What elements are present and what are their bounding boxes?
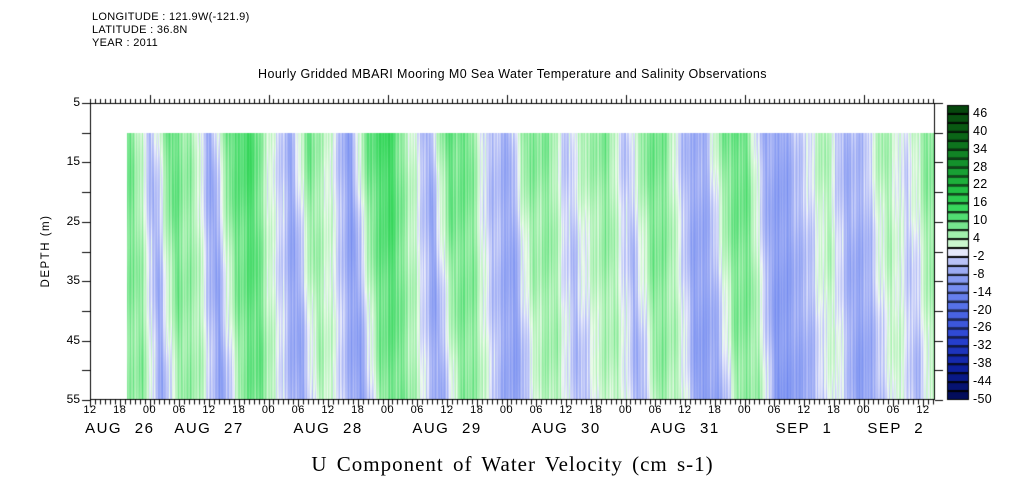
x-hour-label: 06 xyxy=(886,404,900,416)
info-block: LONGITUDE : 121.9W(-121.9) LATITUDE : 36… xyxy=(92,11,250,50)
y-tick-label: 5 xyxy=(73,95,80,109)
x-hour-label: 12 xyxy=(83,404,97,416)
colorbar-label: -38 xyxy=(973,356,992,371)
y-tick-label: 15 xyxy=(66,154,80,169)
x-hour-label: 12 xyxy=(916,404,930,416)
x-hour-label: 12 xyxy=(202,404,216,416)
y-tick-label: 55 xyxy=(66,392,80,406)
info-latitude: LATITUDE : 36.8N xyxy=(92,24,188,36)
x-hour-label: 00 xyxy=(856,404,871,416)
x-hour-label: 00 xyxy=(261,404,276,416)
x-date-label: SEP 1 xyxy=(775,420,833,437)
colorbar-label: 4 xyxy=(973,231,981,246)
x-hour-label: 06 xyxy=(767,404,781,416)
colorbar-label: -26 xyxy=(973,320,992,335)
colorbar-label: -2 xyxy=(973,248,985,263)
colorbar-label: -44 xyxy=(973,374,992,389)
x-date-label: AUG 27 xyxy=(174,420,244,437)
colorbar-label: 46 xyxy=(973,105,988,120)
x-hour-label: 06 xyxy=(648,404,662,416)
x-hour-label: 06 xyxy=(172,404,186,416)
x-date-label: SEP 2 xyxy=(867,420,925,437)
colorbar-label: 40 xyxy=(973,123,988,138)
colorbar-label: -50 xyxy=(973,392,992,406)
colorbar-label: 10 xyxy=(973,213,988,228)
x-date-label: AUG 29 xyxy=(412,420,482,437)
y-tick-label: 25 xyxy=(66,213,80,228)
x-hour-label: 18 xyxy=(351,404,365,416)
x-hour-label: 12 xyxy=(797,404,811,416)
plot-title: Hourly Gridded MBARI Mooring M0 Sea Wate… xyxy=(258,67,767,81)
x-hour-label: 00 xyxy=(142,404,157,416)
colorbar-label: 16 xyxy=(973,195,988,210)
x-hour-label: 00 xyxy=(737,404,752,416)
x-date-label: AUG 28 xyxy=(293,420,363,437)
x-hour-label: 12 xyxy=(678,404,692,416)
colorbar-label: 22 xyxy=(973,177,988,192)
x-hour-label: 12 xyxy=(321,404,335,416)
x-hour-label: 18 xyxy=(708,404,722,416)
x-hour-label: 06 xyxy=(529,404,543,416)
x-hour-label: 12 xyxy=(440,404,454,416)
x-hour-label: 12 xyxy=(559,404,573,416)
x-hour-label: 06 xyxy=(410,404,424,416)
x-hour-label: 18 xyxy=(827,404,841,416)
y-tick-label: 35 xyxy=(66,273,80,288)
x-hour-label: 18 xyxy=(470,404,484,416)
info-longitude: LONGITUDE : 121.9W(-121.9) xyxy=(92,11,250,23)
y-tick-label: 45 xyxy=(66,332,80,347)
colorbar-label: 34 xyxy=(973,141,988,156)
x-hour-label: 00 xyxy=(380,404,395,416)
colorbar-label: -32 xyxy=(973,338,992,353)
colorbar-label: -14 xyxy=(973,284,992,299)
colorbar-label: 28 xyxy=(973,159,988,174)
x-hour-label: 00 xyxy=(499,404,514,416)
x-hour-label: 18 xyxy=(113,404,127,416)
colorbar-label: -8 xyxy=(973,266,985,281)
x-hour-label: 18 xyxy=(232,404,246,416)
x-date-label: AUG 26 xyxy=(85,420,155,437)
colorbar-label: -20 xyxy=(973,302,992,317)
x-hour-label: 18 xyxy=(589,404,603,416)
x-hour-label: 00 xyxy=(618,404,633,416)
x-date-label: AUG 31 xyxy=(650,420,720,437)
x-hour-label: 06 xyxy=(291,404,305,416)
x-axis-title: U Component of Water Velocity (cm s-1) xyxy=(311,452,714,476)
x-date-label: AUG 30 xyxy=(531,420,601,437)
info-year: YEAR : 2011 xyxy=(92,37,159,49)
